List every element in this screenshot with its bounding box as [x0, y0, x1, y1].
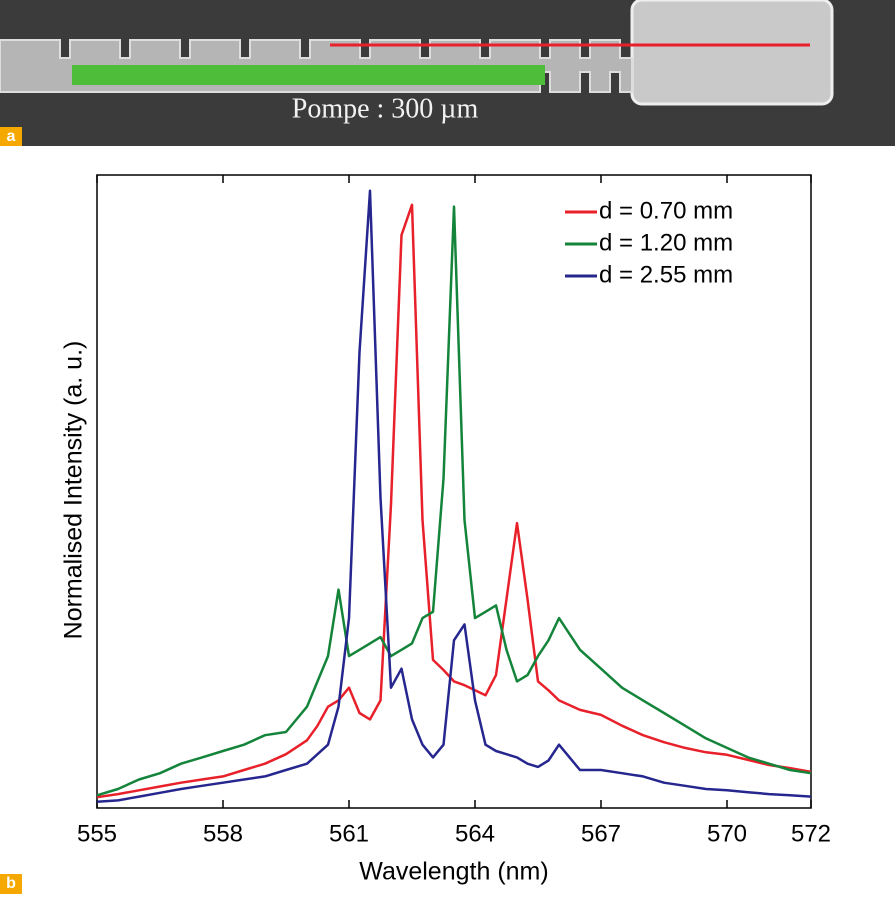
x-tick-label: 564 — [455, 820, 495, 847]
x-tick-label: 572 — [791, 820, 831, 847]
x-tick-label: 558 — [203, 820, 243, 847]
legend-label: d = 2.55 mm — [599, 261, 733, 288]
x-tick-label: 570 — [707, 820, 747, 847]
panel-label: a — [7, 128, 16, 145]
legend-label: d = 1.20 mm — [599, 229, 733, 256]
panel-label: b — [6, 875, 16, 892]
x-tick-label: 561 — [329, 820, 369, 847]
panel-label-box — [0, 874, 22, 894]
series-line — [96, 189, 812, 803]
series-line — [96, 205, 812, 797]
micrograph: Pompe : 300 µm a — [0, 0, 895, 146]
panel-label-box — [0, 127, 22, 146]
y-axis-label: Normalised Intensity (a. u.) — [60, 341, 88, 640]
x-tick-label: 567 — [581, 820, 621, 847]
legend-label: d = 0.70 mm — [599, 197, 733, 224]
plot-frame — [96, 174, 812, 809]
series-line — [96, 203, 812, 799]
x-tick-label: 555 — [77, 820, 117, 847]
pump-caption: Pompe : 300 µm — [292, 93, 479, 124]
pad — [630, 0, 834, 106]
x-axis-label: Wavelength (nm) — [359, 858, 548, 886]
pump-bar — [72, 65, 545, 85]
